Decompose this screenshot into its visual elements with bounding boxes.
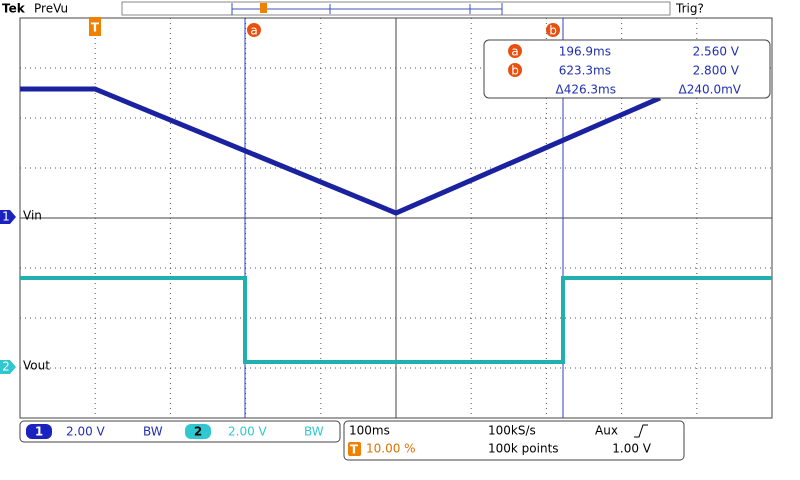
trigger-position-icon: T xyxy=(350,443,359,457)
ch1-number[interactable]: 1 xyxy=(35,425,43,439)
record-bracket xyxy=(231,3,503,15)
readout-b-cursor: b xyxy=(511,64,519,78)
sample-rate: 100kS/s xyxy=(488,424,536,438)
ch1-badge[interactable] xyxy=(26,424,52,439)
record-trigger xyxy=(260,3,267,13)
trigger-position-marker xyxy=(348,442,361,456)
readout-a-cursor: a xyxy=(511,45,518,59)
trigger-source: Aux xyxy=(595,424,618,438)
trigger-slope xyxy=(634,424,648,438)
record-length: 100k points xyxy=(488,442,559,456)
readout-a-time: 196.9ms xyxy=(559,45,611,59)
cursor-b-label: b xyxy=(549,24,557,38)
ch2-label: Vout xyxy=(23,359,50,373)
trigger-status: Trig? xyxy=(675,2,704,16)
ch2-trace xyxy=(20,276,772,364)
trigger-marker xyxy=(89,17,101,36)
cursor-b-marker xyxy=(546,23,560,37)
trigger-level: 1.00 V xyxy=(612,442,652,456)
ch1-trace xyxy=(20,86,661,216)
ch2-ground-number: 2 xyxy=(2,360,10,374)
trigger-label: T xyxy=(91,21,100,35)
ch2-number[interactable]: 2 xyxy=(194,425,202,439)
readout-delta-voltage: Δ240.0mV xyxy=(679,83,742,97)
timebase: 100ms xyxy=(349,424,390,438)
readout-delta-time: Δ426.3ms xyxy=(555,83,616,97)
channel-box xyxy=(19,420,341,443)
ch2-badge[interactable] xyxy=(185,424,211,439)
ch2-bandwidth: BW xyxy=(304,425,324,439)
acquisition-box xyxy=(343,420,685,461)
readout-box xyxy=(483,39,771,99)
readout-b-voltage: 2.800 V xyxy=(693,64,740,78)
ch1-scale: 2.00 V xyxy=(66,425,106,439)
readout-a-voltage: 2.560 V xyxy=(693,45,740,59)
mode: PreVu xyxy=(34,2,68,16)
ch1-bandwidth: BW xyxy=(143,425,163,439)
ch1-label: Vin xyxy=(23,209,42,223)
readout-b-time: 623.3ms xyxy=(559,64,611,78)
ch1-ground xyxy=(0,210,16,224)
readout-b-marker xyxy=(508,63,522,77)
readout-a-marker xyxy=(508,44,522,58)
ch1-ground-number: 1 xyxy=(2,210,10,224)
trigger-position: 10.00 % xyxy=(366,442,416,456)
ch2-scale: 2.00 V xyxy=(228,425,268,439)
brand: Tek xyxy=(2,2,26,16)
cursor-a-marker xyxy=(247,23,261,37)
cursor-a-label: a xyxy=(250,24,257,38)
ch2-ground xyxy=(0,360,16,374)
